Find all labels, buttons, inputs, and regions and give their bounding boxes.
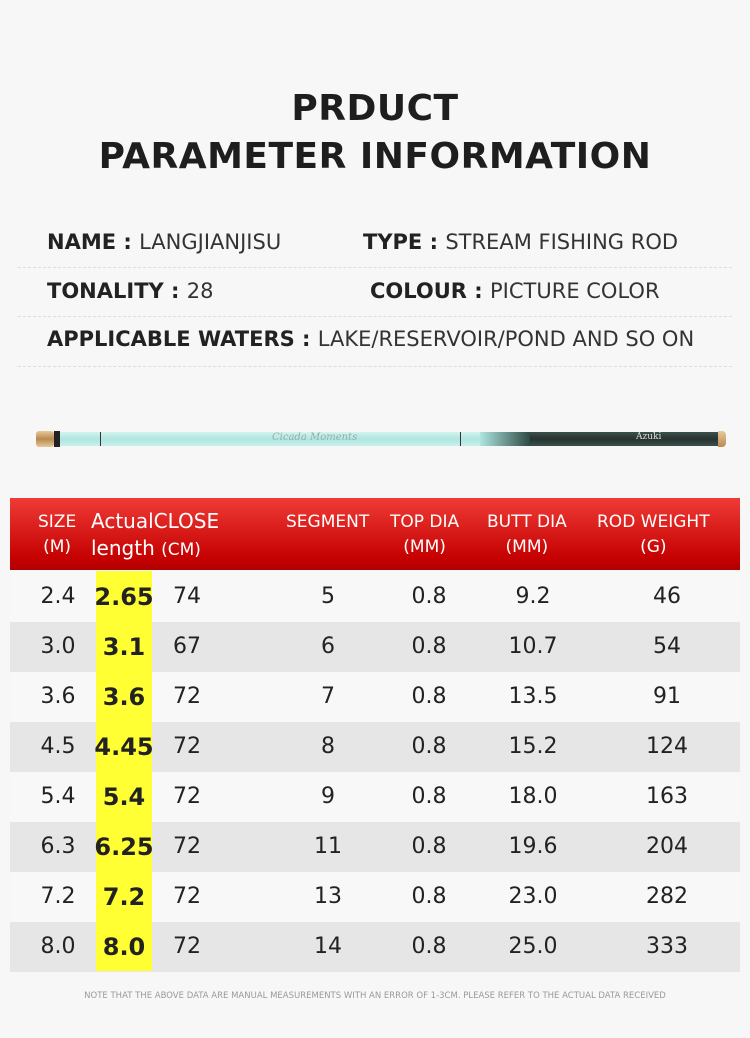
cell-weight: 46	[653, 584, 681, 609]
cell-actual: 7.2	[102, 883, 146, 911]
cell-top-dia: 0.8	[411, 884, 447, 909]
cell-top-dia: 0.8	[411, 734, 447, 759]
actual-length-cell-wrap: 7.2	[10, 872, 740, 922]
cell-weight: 204	[646, 834, 688, 859]
cell-weight: 124	[646, 734, 688, 759]
cell-close: 72	[173, 934, 201, 959]
cell-size: 7.2	[40, 884, 76, 909]
cell-size: 3.6	[40, 684, 76, 709]
header-size: SIZE (M)	[38, 512, 77, 557]
actual-length-cell-wrap: 2.65	[10, 572, 740, 622]
cell-top-dia: 0.8	[411, 584, 447, 609]
header-actual-length: ActualCLOSE length (CM)	[91, 509, 220, 560]
header-rod-weight: ROD WEIGHT (G)	[597, 512, 710, 557]
rod-brand-text: Azuki	[636, 432, 662, 442]
cell-butt-dia: 9.2	[515, 584, 551, 609]
cell-weight: 282	[646, 884, 688, 909]
info-waters: APPLICABLE WATERS : LAKE/RESERVOIR/POND …	[47, 327, 695, 351]
cell-top-dia: 0.8	[411, 684, 447, 709]
cell-actual: 3.1	[102, 633, 146, 661]
cell-size: 2.4	[40, 584, 76, 609]
info-tonality: TONALITY : 28	[47, 279, 214, 303]
cell-close: 74	[173, 584, 201, 609]
divider	[18, 366, 732, 367]
cell-actual: 4.45	[94, 733, 154, 761]
cell-butt-dia: 13.5	[508, 684, 558, 709]
title-line-2: PARAMETER INFORMATION	[98, 136, 652, 177]
rod-script-text: Cicada Moments	[272, 432, 358, 443]
cell-actual: 3.6	[102, 683, 146, 711]
cell-butt-dia: 25.0	[508, 934, 558, 959]
actual-length-cell-wrap: 3.6	[10, 672, 740, 722]
cell-segment: 14	[314, 934, 342, 959]
cell-close: 72	[173, 734, 201, 759]
header-segment: SEGMENT	[286, 512, 370, 532]
cell-segment: 7	[321, 684, 335, 709]
actual-length-highlight	[96, 571, 152, 971]
info-type: TYPE : STREAM FISHING ROD	[363, 230, 679, 254]
cell-actual: 8.0	[102, 933, 146, 961]
cell-size: 3.0	[40, 634, 76, 659]
divider	[18, 316, 732, 317]
actual-length-cell-wrap: 4.45	[10, 722, 740, 772]
cell-top-dia: 0.8	[411, 834, 447, 859]
cell-segment: 6	[321, 634, 335, 659]
cell-segment: 11	[314, 834, 342, 859]
cell-weight: 333	[646, 934, 688, 959]
cell-segment: 9	[321, 784, 335, 809]
actual-length-cell-wrap: 3.1	[10, 622, 740, 672]
cell-butt-dia: 23.0	[508, 884, 558, 909]
cell-butt-dia: 10.7	[508, 634, 558, 659]
actual-length-cell-wrap: 8.0	[10, 922, 740, 972]
cell-close: 72	[173, 884, 201, 909]
footnote: NOTE THAT THE ABOVE DATA ARE MANUAL MEAS…	[84, 991, 666, 1001]
info-name: NAME : LANGJIANJISU	[47, 230, 282, 254]
actual-length-cell-wrap: 5.4	[10, 772, 740, 822]
cell-close: 72	[173, 684, 201, 709]
cell-butt-dia: 18.0	[508, 784, 558, 809]
cell-weight: 163	[646, 784, 688, 809]
divider	[18, 267, 732, 268]
header-top-dia: TOP DIA (MM)	[390, 512, 460, 557]
cell-top-dia: 0.8	[411, 784, 447, 809]
cell-segment: 8	[321, 734, 335, 759]
cell-top-dia: 0.8	[411, 934, 447, 959]
actual-length-cell-wrap: 6.25	[10, 822, 740, 872]
info-colour: COLOUR : PICTURE COLOR	[370, 279, 660, 303]
cell-size: 8.0	[40, 934, 76, 959]
cell-top-dia: 0.8	[411, 634, 447, 659]
cell-close: 72	[173, 784, 201, 809]
cell-segment: 13	[314, 884, 342, 909]
header-butt-dia: BUTT DIA (MM)	[487, 512, 567, 557]
table-header: SIZE (M) ActualCLOSE length (CM) SEGMENT T…	[10, 498, 740, 570]
cell-actual: 5.4	[102, 783, 146, 811]
cell-size: 6.3	[40, 834, 76, 859]
title-line-1: PRDUCT	[291, 88, 459, 129]
cell-weight: 54	[653, 634, 681, 659]
cell-actual: 6.25	[94, 833, 154, 861]
cell-actual: 2.65	[94, 583, 154, 611]
cell-segment: 5	[321, 584, 335, 609]
cell-close: 72	[173, 834, 201, 859]
fishing-rod-image: Cicada Moments Azuki	[36, 430, 726, 448]
cell-butt-dia: 19.6	[508, 834, 558, 859]
cell-close: 67	[173, 634, 201, 659]
cell-size: 5.4	[40, 784, 76, 809]
cell-size: 4.5	[40, 734, 76, 759]
cell-weight: 91	[653, 684, 681, 709]
cell-butt-dia: 15.2	[508, 734, 558, 759]
